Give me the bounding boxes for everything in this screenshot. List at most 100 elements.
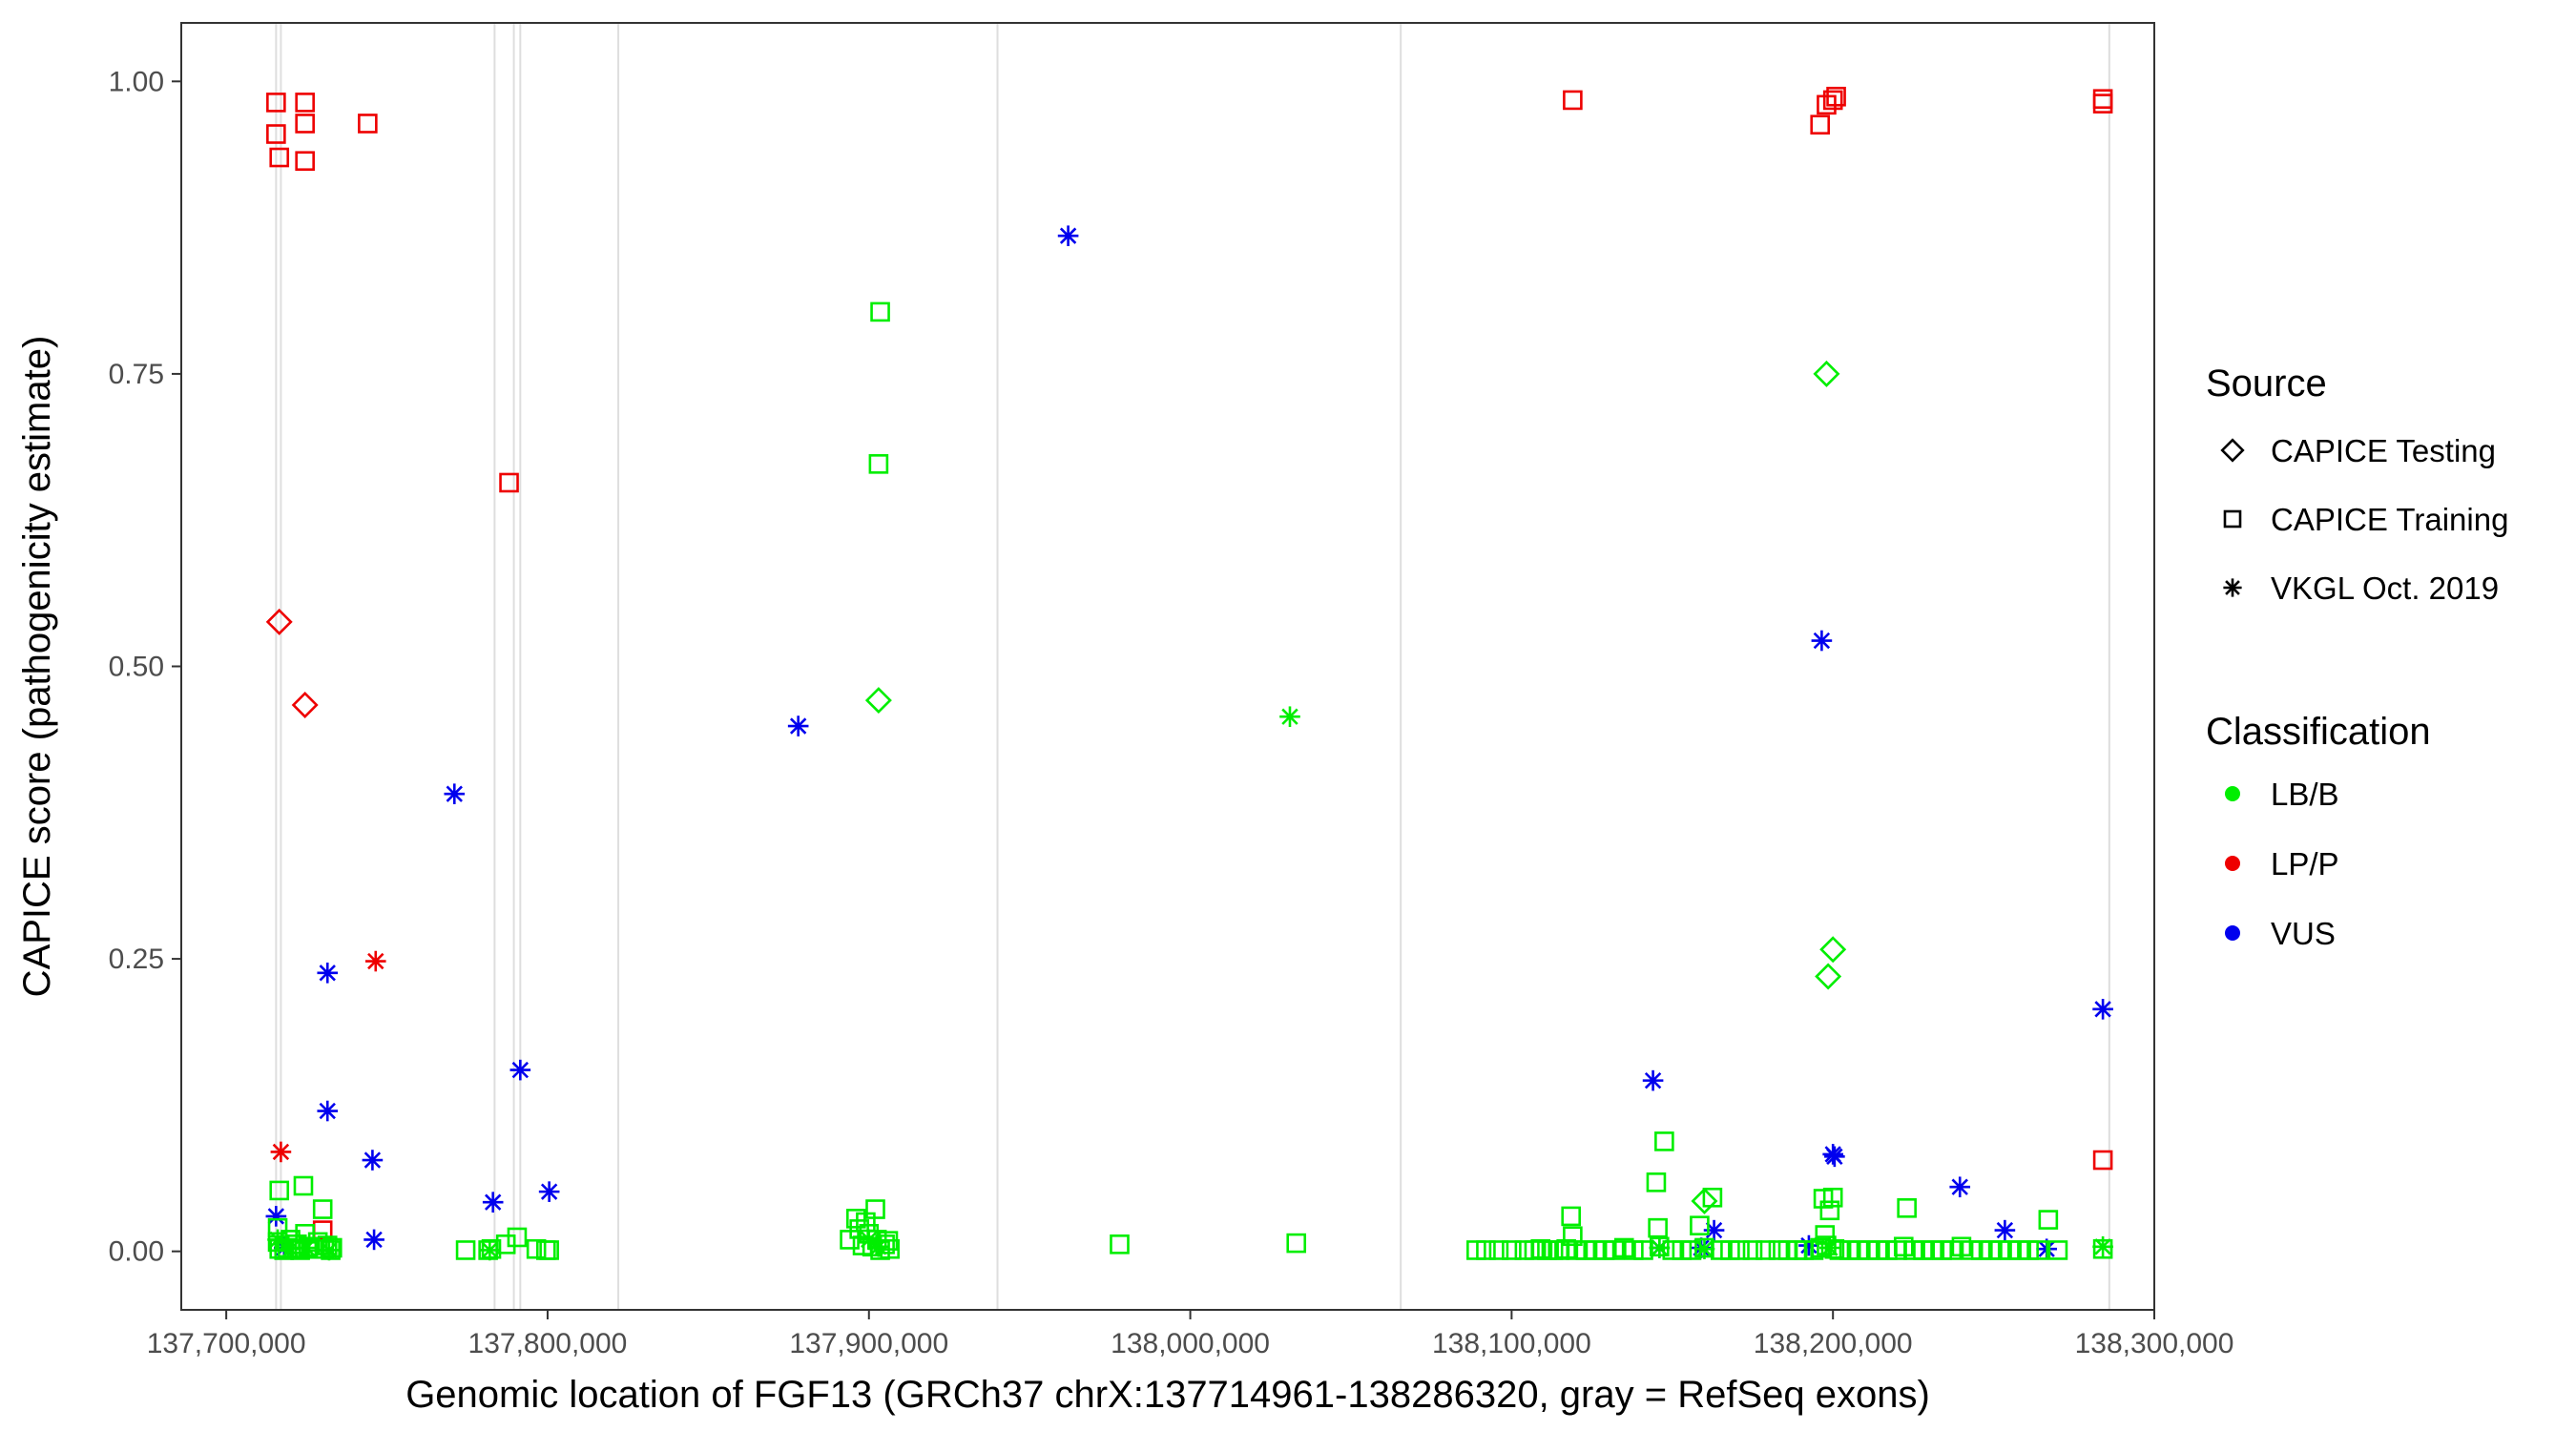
training-square-marker: [870, 301, 890, 322]
training-square-marker: [1755, 1240, 1776, 1260]
vkgl-asterisk-marker: [1824, 1146, 1845, 1168]
training-square-marker: [269, 147, 290, 168]
legend-source-title: Source: [2206, 363, 2327, 404]
training-square-marker: [1702, 1187, 1723, 1208]
training-square-marker: [269, 1180, 290, 1201]
vkgl-asterisk-marker: [1994, 1219, 2016, 1241]
training-square-marker: [266, 93, 286, 113]
legend-source-items: CAPICE Testing CAPICE Training VKGL Oct. 2…: [2220, 433, 2508, 606]
training-square-marker: [507, 1227, 528, 1248]
vkgl-asterisk-marker: [265, 1206, 287, 1227]
training-square-marker: [1810, 114, 1831, 135]
x-tick-label: 137,900,000: [789, 1328, 948, 1359]
y-axis-title: CAPICE score (pathogenicity estimate): [16, 336, 58, 998]
vkgl-asterisk-marker: [444, 783, 466, 804]
legend-classification-items: LB/B LP/P VUS: [2225, 777, 2339, 951]
training-square-marker: [2038, 1210, 2059, 1230]
vkgl-asterisk-marker: [1949, 1176, 1971, 1198]
legend-class-label: LB/B: [2271, 777, 2339, 812]
y-tick-label: 0.25: [109, 944, 164, 975]
testing-diamond-marker: [864, 687, 892, 715]
training-square-marker: [2092, 93, 2113, 114]
x-tick-label: 137,700,000: [147, 1328, 306, 1359]
legend-testing-diamond-key: [2220, 438, 2245, 463]
training-square-marker: [1690, 1215, 1710, 1236]
training-square-marker: [358, 114, 378, 134]
y-tick-label: 0.75: [109, 359, 164, 390]
vkgl-asterisk-marker: [538, 1181, 560, 1202]
vkgl-asterisk-marker: [364, 950, 386, 972]
training-square-marker: [1502, 1240, 1522, 1260]
x-axis-title: Genomic location of FGF13 (GRCh37 chrX:1…: [405, 1374, 1930, 1416]
training-square-marker: [1819, 1200, 1840, 1221]
vkgl-asterisk-marker: [2092, 999, 2113, 1020]
legend-class-label: LP/P: [2271, 846, 2339, 881]
y-axis: 0.00 0.25 0.50 0.75 1.00: [109, 66, 181, 1268]
legend-vkgl-asterisk-key: [2223, 578, 2242, 597]
legend-source-label: VKGL Oct. 2019: [2271, 570, 2499, 606]
legend-color-dot: [2225, 856, 2240, 871]
training-square-marker: [1488, 1240, 1509, 1260]
training-square-marker: [317, 1235, 338, 1255]
training-square-marker: [2028, 1240, 2049, 1260]
exon-lines: [275, 23, 2110, 1310]
x-tick-label: 138,100,000: [1432, 1328, 1591, 1359]
training-square-marker: [295, 151, 315, 172]
training-square-marker: [1822, 90, 1843, 111]
testing-diamond-marker: [1691, 1187, 1718, 1214]
vkgl-asterisk-marker: [317, 1100, 339, 1122]
legend-classification-title: Classification: [2206, 711, 2431, 753]
vkgl-asterisk-marker: [787, 716, 809, 736]
vkgl-asterisk-marker: [296, 1237, 318, 1258]
training-square-marker: [1826, 86, 1846, 107]
legend: Source CAPICE Testing CAPICE Training VKGL…: [2206, 363, 2508, 951]
training-square-marker: [865, 1199, 885, 1219]
training-square-marker: [499, 472, 519, 493]
training-square-marker: [1110, 1234, 1130, 1255]
vkgl-asterisk-marker: [868, 1235, 889, 1257]
testing-diamond-marker: [1813, 360, 1840, 387]
x-tick-label: 137,800,000: [468, 1328, 628, 1359]
training-square-marker: [266, 124, 286, 144]
training-square-marker: [312, 1199, 333, 1219]
training-square-marker: [295, 114, 315, 134]
training-square-marker: [322, 1237, 343, 1258]
legend-source-label: CAPICE Training: [2271, 502, 2508, 537]
x-tick-label: 138,300,000: [2075, 1328, 2234, 1359]
vkgl-asterisk-marker: [1057, 225, 1079, 246]
training-square-marker: [2047, 1240, 2068, 1260]
legend-class-label: VUS: [2271, 916, 2336, 951]
vkgl-asterisk-marker: [1703, 1219, 1725, 1241]
training-square-marker: [539, 1240, 559, 1260]
y-tick-label: 0.00: [109, 1236, 164, 1268]
testing-diamond-marker: [265, 608, 293, 635]
vkgl-asterisk-marker: [317, 963, 339, 984]
training-square-marker: [1286, 1233, 1307, 1254]
testing-diamond-marker: [291, 691, 319, 718]
legend-color-dot: [2225, 925, 2240, 941]
y-tick-label: 1.00: [109, 66, 164, 97]
vkgl-asterisk-marker: [1649, 1237, 1671, 1258]
legend-training-square-key: [2223, 509, 2242, 529]
training-square-marker: [1563, 1226, 1583, 1247]
legend-source-label: CAPICE Testing: [2271, 433, 2496, 468]
vkgl-asterisk-marker: [319, 1239, 340, 1261]
data-points: [265, 86, 2113, 1261]
training-square-marker: [1742, 1240, 1763, 1260]
vkgl-asterisk-marker: [1819, 1237, 1840, 1258]
vkgl-asterisk-marker: [362, 1150, 384, 1171]
testing-diamond-marker: [1819, 936, 1847, 964]
training-square-marker: [293, 1175, 314, 1196]
vkgl-asterisk-marker: [1279, 706, 1300, 728]
vkgl-asterisk-marker: [1642, 1069, 1664, 1091]
training-square-marker: [868, 454, 889, 474]
y-tick-label: 0.50: [109, 652, 164, 683]
training-square-marker: [1476, 1240, 1496, 1260]
testing-diamond-marker: [1815, 963, 1842, 990]
training-square-marker: [1646, 1172, 1667, 1192]
x-tick-label: 138,000,000: [1111, 1328, 1270, 1359]
training-square-marker: [1563, 90, 1583, 111]
training-square-marker: [455, 1240, 476, 1260]
training-square-marker: [1822, 1187, 1843, 1208]
